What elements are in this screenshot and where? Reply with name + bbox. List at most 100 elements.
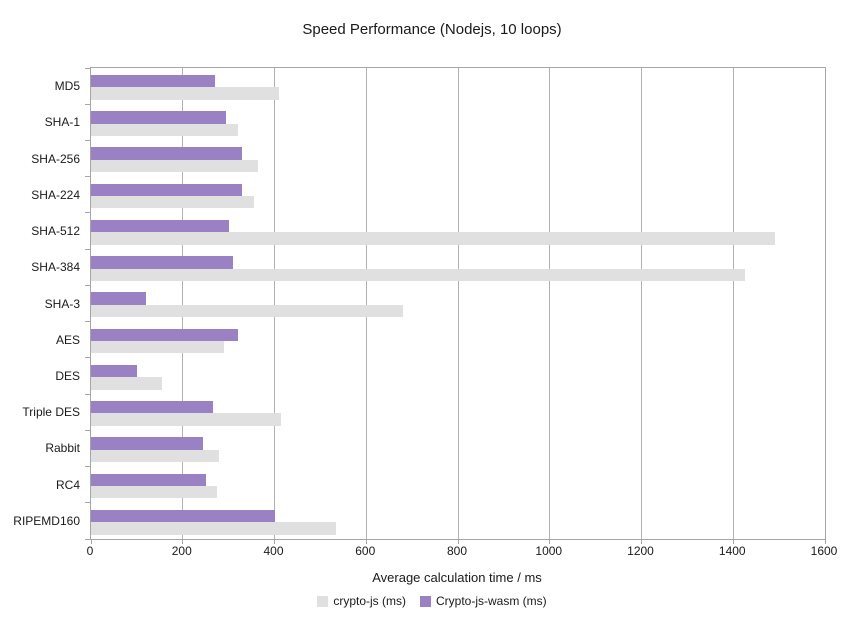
bar-row <box>91 467 825 503</box>
x-axis-title: Average calculation time / ms <box>372 570 542 585</box>
plot-area <box>85 67 826 544</box>
y-axis-tick <box>85 393 91 395</box>
y-axis-tick <box>85 67 91 69</box>
y-axis-tick <box>85 538 91 540</box>
x-axis-tick <box>90 539 92 544</box>
category-label: RC4 <box>55 477 80 492</box>
bar-crypto-js-wasm <box>91 219 229 233</box>
bar-row <box>91 322 825 358</box>
bar-crypto-js-wasm <box>91 364 137 378</box>
x-tick-label: 600 <box>355 544 376 558</box>
x-axis-tick <box>457 539 459 544</box>
bar-crypto-js <box>91 449 220 463</box>
x-axis-tick <box>274 539 275 544</box>
bar-row <box>91 249 825 285</box>
category-label: RIPEMD160 <box>13 513 80 528</box>
y-axis-tick <box>85 502 91 504</box>
x-axis-tick <box>182 539 184 544</box>
category-label: SHA-256 <box>31 151 80 166</box>
category-label: Rabbit <box>45 441 80 456</box>
category-label: SHA-384 <box>31 260 80 275</box>
gridline <box>182 68 184 539</box>
x-axis-tick <box>549 539 551 544</box>
category-label: SHA-3 <box>44 296 80 311</box>
bar-crypto-js <box>91 304 403 318</box>
y-axis-labels: MD5 SHA-1 SHA-256 SHA-224 SHA-512 SHA-384 SHA-… <box>0 67 80 538</box>
bar-crypto-js <box>91 159 259 173</box>
bar-crypto-js <box>91 413 282 426</box>
legend-label-crypto-js-wasm: Crypto-js-wasm (ms) <box>436 594 547 608</box>
y-axis-tick <box>85 466 91 468</box>
bar-crypto-js-wasm <box>91 473 206 486</box>
bar-row <box>91 104 825 140</box>
bar-crypto-js-wasm <box>91 183 243 197</box>
y-axis-tick <box>85 212 91 214</box>
category-label: MD5 <box>54 79 80 94</box>
x-tick-label: 800 <box>446 544 468 558</box>
bar-row <box>91 503 825 539</box>
x-axis-tick-labels: 0 200 400 600 800 1000 1200 1400 1600 <box>0 544 864 558</box>
x-tick-label: 200 <box>171 544 192 558</box>
x-axis-tick <box>732 539 734 544</box>
y-axis-tick <box>85 357 91 359</box>
x-tick-label: 400 <box>263 544 284 558</box>
category-label: DES <box>55 368 80 383</box>
bar-crypto-js <box>91 87 280 100</box>
chart-title: Speed Performance (Nodejs, 10 loops) <box>302 21 562 38</box>
gridline <box>274 68 275 539</box>
category-label: AES <box>55 332 80 347</box>
x-tick-label: 1600 <box>810 544 838 558</box>
bar-crypto-js <box>91 341 225 354</box>
y-axis-tick <box>85 248 91 250</box>
bar-crypto-js-wasm <box>91 256 234 269</box>
bar-crypto-js-wasm <box>91 111 227 124</box>
bar-crypto-js <box>91 196 254 209</box>
gridline <box>732 68 734 539</box>
bar-row <box>91 358 825 394</box>
bar-crypto-js-wasm <box>91 75 215 88</box>
x-axis-tick <box>641 539 642 544</box>
bar-crypto-js <box>91 377 163 390</box>
category-label: SHA-224 <box>31 187 80 202</box>
gridline <box>641 68 642 539</box>
bar-crypto-js-wasm <box>91 401 213 414</box>
bar-row <box>91 430 825 466</box>
legend-item-crypto-js-wasm: Crypto-js-wasm (ms) <box>420 594 547 608</box>
y-axis-tick <box>85 103 91 105</box>
y-axis-tick <box>85 321 91 323</box>
category-label: Triple DES <box>22 405 80 420</box>
y-axis-tick <box>85 176 91 178</box>
y-axis-tick <box>85 284 91 286</box>
bar-crypto-js-wasm <box>91 147 243 160</box>
legend-label-crypto-js: crypto-js (ms) <box>333 594 406 608</box>
bar-row <box>91 213 825 249</box>
bar-row <box>91 140 825 176</box>
x-tick-label: 1400 <box>718 544 746 558</box>
bar-crypto-js-wasm <box>91 292 147 305</box>
category-label: SHA-512 <box>31 224 80 239</box>
chart-legend: crypto-js (ms) Crypto-js-wasm (ms) <box>0 594 864 608</box>
gridline <box>457 68 459 539</box>
bar-crypto-js <box>91 268 745 281</box>
bar-crypto-js <box>91 232 775 245</box>
gridline <box>549 68 551 539</box>
x-tick-label: 0 <box>86 544 94 558</box>
bar-row <box>91 285 825 321</box>
bar-row <box>91 394 825 430</box>
bar-row <box>91 68 825 104</box>
x-tick-label: 1200 <box>627 544 654 558</box>
crypto-js-wasm-swatch-icon <box>420 595 431 607</box>
bar-crypto-js <box>91 522 337 535</box>
bar-crypto-js <box>91 123 238 136</box>
x-axis-tick <box>824 539 826 544</box>
y-axis-tick <box>85 429 91 431</box>
bar-crypto-js-wasm <box>91 437 204 450</box>
gridline <box>365 68 367 539</box>
bar-crypto-js <box>91 485 218 499</box>
x-axis-tick <box>365 539 367 544</box>
category-label: SHA-1 <box>44 115 80 130</box>
bar-crypto-js-wasm <box>91 328 238 341</box>
legend-item-crypto-js: crypto-js (ms) <box>317 594 406 608</box>
crypto-js-swatch-icon <box>317 595 329 607</box>
